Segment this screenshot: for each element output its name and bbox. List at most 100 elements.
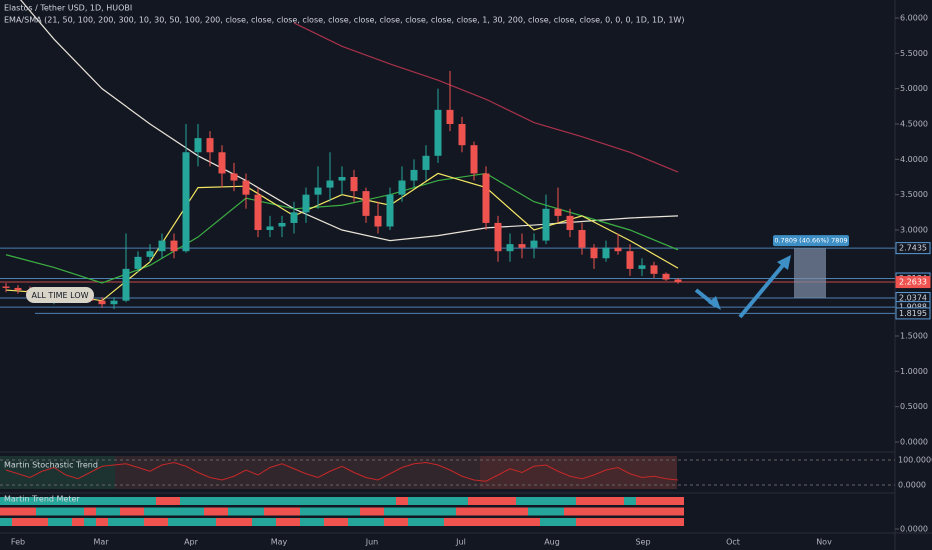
trend-cell <box>96 507 108 516</box>
trend-cell <box>348 518 360 526</box>
candle-body <box>542 208 550 241</box>
trend-cell <box>444 518 456 526</box>
candle-body <box>2 286 10 288</box>
trend-cell <box>216 497 228 505</box>
price-tick-label: 5.0000 <box>900 84 928 93</box>
trend-cell <box>492 518 504 526</box>
candle-body <box>434 109 442 156</box>
trend-cell <box>36 507 48 516</box>
trend-cell <box>564 507 576 516</box>
moving-average <box>5 172 679 284</box>
trend-cell <box>468 507 480 516</box>
trend-cell <box>384 507 396 516</box>
trend-cell <box>528 497 540 505</box>
trend-cell <box>528 518 540 526</box>
trend-cell <box>648 507 660 516</box>
time-label: Nov <box>816 538 832 547</box>
trend-cell <box>24 497 36 505</box>
trend-cell <box>12 518 24 526</box>
trend-cell <box>372 507 384 516</box>
candle-body <box>170 240 178 252</box>
time-label: Sep <box>635 538 650 547</box>
trend-cell <box>228 507 240 516</box>
candle-body <box>554 208 562 216</box>
trend-cell <box>300 497 312 505</box>
price-tick-label: 3.5000 <box>900 190 928 199</box>
trend-cell <box>588 518 600 526</box>
trend-cell <box>144 518 156 526</box>
trend-cell <box>108 497 120 505</box>
trend-cell <box>552 507 564 516</box>
candle-body <box>230 173 238 181</box>
trend-cell <box>12 497 24 505</box>
trend-cell <box>120 497 132 505</box>
candle-body <box>566 215 574 230</box>
trend-cell <box>588 497 600 505</box>
trend-cell <box>384 518 396 526</box>
trend-cell <box>636 497 648 505</box>
trend-cell <box>480 507 492 516</box>
trend-cell <box>504 497 516 505</box>
trend-cell <box>480 497 492 505</box>
trend-title: Martin Trend Meter <box>4 495 80 504</box>
trend-cell <box>60 497 72 505</box>
trend-cell <box>264 507 276 516</box>
trend-cell <box>288 518 300 526</box>
time-label: Jun <box>365 538 379 547</box>
candle-body <box>182 152 190 252</box>
candle-body <box>98 300 106 305</box>
trend-cell <box>612 507 624 516</box>
price-tick-label: 5.5000 <box>900 49 928 58</box>
trend-cell <box>132 507 144 516</box>
trend-cell <box>144 507 156 516</box>
trend-cell <box>576 507 588 516</box>
trend-cell <box>672 518 684 526</box>
moving-average <box>293 22 679 173</box>
arrow-head <box>708 296 721 310</box>
trend-cell <box>240 497 252 505</box>
price-tick-label: 4.0000 <box>900 155 928 164</box>
candle-body <box>350 177 358 192</box>
trend-cell <box>132 518 144 526</box>
trend-cell <box>648 497 660 505</box>
trend-cell <box>660 497 672 505</box>
trend-cell <box>84 518 96 526</box>
trend-cell <box>408 497 420 505</box>
trend-cell <box>432 518 444 526</box>
price-tick-label: 0.0000 <box>900 438 928 447</box>
atl-label: ALL TIME LOW <box>31 291 88 300</box>
candle-body <box>146 251 154 257</box>
trend-cell <box>360 497 372 505</box>
trend-cell <box>396 497 408 505</box>
trend-cell <box>156 497 168 505</box>
trend-cell <box>168 518 180 526</box>
time-label: May <box>271 538 288 547</box>
trend-cell <box>168 497 180 505</box>
trend-cell <box>48 507 60 516</box>
trend-cell <box>264 518 276 526</box>
trend-cell <box>600 497 612 505</box>
candle-body <box>410 169 418 181</box>
trend-cell <box>192 507 204 516</box>
trend-cell <box>60 507 72 516</box>
level-label: 2.7435 <box>899 244 927 253</box>
candle-body <box>134 256 142 269</box>
candle-body <box>626 251 634 269</box>
moving-average <box>19 0 679 242</box>
position-label: 0.7809 (40.66%) 7809 <box>774 237 847 245</box>
stoch-tick-label: 0.0000 <box>898 481 926 490</box>
candle-body <box>422 155 430 170</box>
trend-cell <box>348 507 360 516</box>
trend-cell <box>0 497 12 505</box>
candle-body <box>302 194 310 213</box>
trend-cell <box>0 518 12 526</box>
level-label: 2.2633 <box>899 278 927 287</box>
candle-body <box>482 173 490 223</box>
trend-cell <box>72 507 84 516</box>
trend-cell <box>672 497 684 505</box>
trend-cell <box>36 497 48 505</box>
candle-body <box>122 268 130 301</box>
candle-body <box>446 109 454 124</box>
position-box <box>794 248 826 299</box>
